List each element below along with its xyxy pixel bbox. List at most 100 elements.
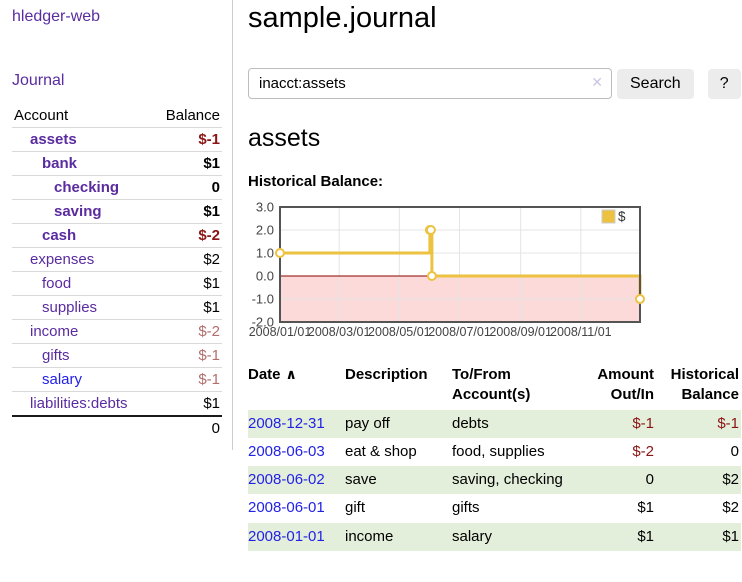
transaction-date-link[interactable]: 2008-01-01 [248, 527, 325, 545]
account-row: supplies $1 [12, 295, 222, 320]
y-tick-label: 3.0 [256, 200, 274, 215]
account-name-cell: gifts [12, 343, 153, 368]
sort-asc-icon: ∧ [285, 366, 297, 382]
chart-title: Historical Balance: [248, 173, 384, 190]
search-input[interactable] [248, 68, 612, 99]
x-tick-label: 2008/01/01 [249, 325, 312, 339]
balance-column-header: Balance [165, 107, 220, 124]
page-title: sample.journal [248, 2, 437, 34]
x-tick-label: 2008/07/01 [428, 325, 491, 339]
chart: $3.0 2.0 1.0 0.0 -1.0 -2.0 2008/01/01 2008/03/0… [248, 199, 741, 351]
y-tick-label: 1.0 [256, 246, 274, 261]
page: hledger-web Journal Account Balance asse… [0, 0, 741, 551]
account-name-cell: assets [12, 127, 153, 152]
account-name-cell: bank [12, 151, 153, 176]
account-balance: $-1 [152, 343, 222, 368]
account-link-supplies[interactable]: supplies [42, 299, 98, 316]
transaction-amount: 0 [574, 466, 656, 495]
description-column-header[interactable]: Description [345, 366, 428, 383]
transaction-row: 2008-12-31 pay off debts $-1 $-1 [248, 409, 741, 438]
account-row: bank $1 [12, 151, 222, 176]
transaction-date-cell: 2008-06-01 [248, 494, 345, 522]
sidebar-item-journal[interactable]: Journal [12, 72, 65, 89]
account-heading: assets [248, 124, 321, 152]
transaction-balance: $1 [656, 522, 741, 551]
transaction-description: eat & shop [345, 442, 417, 460]
account-row: salary $-1 [12, 367, 222, 392]
accounts-total-spacer [12, 415, 153, 440]
transaction-date-link[interactable]: 2008-12-31 [248, 414, 325, 432]
transaction-balance: $2 [722, 499, 739, 517]
transaction-balance: $-1 [656, 409, 741, 438]
transaction-description: pay off [345, 409, 452, 438]
account-row: saving $1 [12, 199, 222, 224]
transaction-date-link[interactable]: 2008-06-01 [248, 499, 325, 517]
app-title-link[interactable]: hledger-web [12, 8, 101, 25]
account-link-cash[interactable]: cash [42, 227, 77, 244]
historical-balance-chart: $3.0 2.0 1.0 0.0 -1.0 -2.02008/01/012008/03/0… [249, 200, 645, 339]
account-link-assets[interactable]: assets [30, 131, 77, 148]
account-balance: $1 [152, 271, 222, 296]
y-tick-label: 0.0 [256, 269, 274, 284]
transaction-row: 2008-06-02 save saving, checking 0 $2 [248, 466, 741, 495]
transaction-accounts: saving, checking [452, 466, 574, 495]
account-link-liabilities-debts[interactable]: liabilities:debts [30, 395, 128, 412]
account-balance: $2 [152, 247, 222, 272]
transaction-amount: $1 [574, 522, 656, 551]
accounts-column-header[interactable]: To/From Account(s) [452, 366, 531, 404]
account-link-saving[interactable]: saving [54, 203, 102, 220]
account-row: liabilities:debts $1 [12, 391, 222, 416]
transaction-description: income [345, 522, 452, 551]
account-name-cell: supplies [12, 295, 153, 320]
account-balance: $-1 [152, 367, 222, 392]
transaction-amount: $1 [637, 499, 654, 517]
accounts-total-row: 0 [12, 415, 222, 440]
y-tick-label: 2.0 [256, 223, 274, 238]
data-point [425, 225, 436, 235]
transaction-balance: 0 [730, 442, 739, 460]
accounts-table: Account Balance assets $-1 bank $1 checking 0… [12, 104, 222, 440]
account-balance: $1 [152, 295, 222, 320]
account-balance: $1 [152, 391, 222, 416]
transaction-row: 2008-06-01 gift gifts $1 $2 [248, 494, 741, 522]
x-tick-label: 2008/11/01 [550, 325, 612, 339]
account-link-bank[interactable]: bank [42, 155, 78, 172]
transaction-date-link[interactable]: 2008-06-03 [248, 442, 325, 460]
account-name-cell: expenses [12, 247, 153, 272]
account-balance: $-2 [152, 319, 222, 344]
legend-swatch [601, 209, 616, 224]
account-link-gifts[interactable]: gifts [42, 347, 70, 364]
account-link-food[interactable]: food [42, 275, 72, 292]
account-row: gifts $-1 [12, 343, 222, 368]
account-name-cell: food [12, 271, 153, 296]
account-link-income[interactable]: income [30, 323, 79, 340]
accounts-total-balance: 0 [152, 415, 222, 440]
data-point [426, 271, 437, 281]
date-column-header[interactable]: Date ∧ [248, 363, 345, 410]
account-link-salary[interactable]: salary [42, 371, 83, 388]
search-bar: ✕ Search ? [248, 68, 741, 99]
transaction-accounts: debts [452, 409, 574, 438]
account-row: checking 0 [12, 175, 222, 200]
account-row: cash $-2 [12, 223, 222, 248]
search-input-wrapper: ✕ [248, 68, 612, 99]
balance-column-header-register[interactable]: Historical Balance [670, 366, 739, 404]
accounts-table-body: assets $-1 bank $1 checking 0 saving $1 cash $-2 e… [12, 127, 222, 416]
register-table-body: 2008-12-31 pay off debts $-1 $-1 2008-06-03 ea… [248, 409, 741, 551]
date-header-label: Date [248, 366, 281, 383]
transaction-date-cell: 2008-01-01 [248, 522, 345, 551]
help-button[interactable]: ? [707, 68, 741, 99]
x-tick-label: 2008/03/01 [308, 325, 371, 339]
account-row: income $-2 [12, 319, 222, 344]
transaction-date-cell: 2008-06-03 [248, 438, 345, 466]
transaction-description: gift [345, 499, 366, 517]
amount-column-header[interactable]: Amount Out/In [597, 366, 654, 404]
search-button[interactable]: Search [617, 68, 694, 99]
account-link-expenses[interactable]: expenses [30, 251, 95, 268]
transaction-date-link[interactable]: 2008-06-02 [248, 471, 325, 488]
clear-search-icon[interactable]: ✕ [591, 74, 603, 90]
transaction-accounts: food, supplies [452, 442, 545, 460]
account-link-checking[interactable]: checking [54, 179, 120, 196]
account-row: food $1 [12, 271, 222, 296]
sidebar: hledger-web Journal Account Balance asse… [0, 0, 233, 450]
